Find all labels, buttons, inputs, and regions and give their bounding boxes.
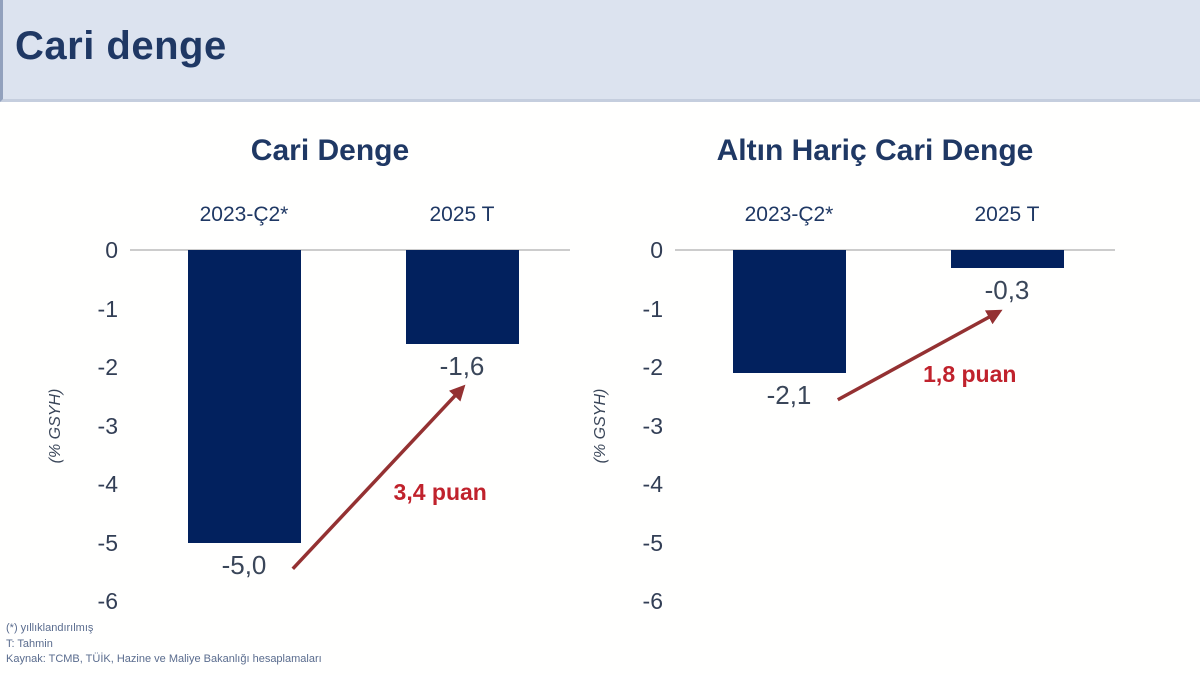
- bar-forecast: [950, 250, 1064, 268]
- category-label: 2025 T: [974, 203, 1040, 226]
- bar-forecast: [405, 250, 519, 344]
- chart-title: Altın Hariç Cari Denge: [716, 134, 1034, 167]
- y-tick-label: -2: [97, 354, 118, 380]
- bar-period: [187, 250, 301, 543]
- y-tick-label: -6: [642, 588, 663, 614]
- zero-gridline: [675, 249, 1115, 251]
- y-tick-label: 0: [105, 237, 118, 263]
- footnotes: (*) yıllıklandırılmış T: Tahmin Kaynak: …: [6, 621, 322, 668]
- footnote-source: Kaynak: TCMB, TÜİK, Hazine ve Maliye Bak…: [6, 653, 322, 665]
- chart-title: Cari Denge: [250, 134, 410, 167]
- y-tick-label: -3: [642, 412, 663, 439]
- plot-area: 0 -1 -2 -3 -4 -5 -6 (% GSYH) 2023-Ç2* -5,0 2025 T -…: [40, 110, 590, 640]
- chart-cari-denge: Cari Denge 0 -1 -2 -3 -4 -5 -6 (% GSYH) 2023-Ç2*…: [40, 110, 590, 640]
- zero-gridline: [130, 249, 570, 251]
- y-tick-label: -3: [97, 412, 118, 439]
- y-axis-label: (% GSYH): [47, 388, 64, 463]
- plot-area: 0 -1 -2 -3 -4 -5 -6 (% GSYH) 2023-Ç2* -2,1 2025 T -…: [585, 110, 1135, 640]
- bar-period: [732, 250, 846, 373]
- bar-value-label: -5,0: [221, 549, 267, 580]
- y-tick-label: -5: [97, 529, 118, 556]
- y-tick-label: -6: [97, 588, 118, 614]
- category-label: 2025 T: [429, 203, 495, 226]
- annotation-label: 1,8 puan: [923, 361, 1017, 388]
- slide-header: Cari denge: [0, 0, 1200, 102]
- annotation-label: 3,4 puan: [393, 478, 487, 505]
- y-tick-label: -4: [642, 471, 663, 497]
- bar-value-label: -0,3: [984, 274, 1030, 305]
- y-tick-label: -5: [642, 529, 663, 556]
- chart-altin-haric-cari-denge: Altın Hariç Cari Denge 0 -1 -2 -3 -4 -5 -6 (% G…: [585, 110, 1135, 640]
- category-label: 2023-Ç2*: [744, 203, 834, 226]
- slide-title: Cari denge: [15, 24, 227, 68]
- footnote-forecast: T: Tahmin: [6, 637, 53, 650]
- y-tick-label: -1: [642, 295, 663, 322]
- bar-value-label: -1,6: [439, 350, 485, 381]
- y-tick-label: -2: [642, 354, 663, 380]
- y-tick-label: -4: [97, 471, 118, 497]
- bar-value-label: -2,1: [766, 379, 812, 410]
- y-tick-label: 0: [650, 237, 663, 263]
- y-tick-label: -1: [97, 295, 118, 322]
- y-axis-label: (% GSYH): [592, 388, 609, 463]
- category-label: 2023-Ç2*: [199, 203, 289, 226]
- footnote-annualized: (*) yıllıklandırılmış: [6, 622, 94, 634]
